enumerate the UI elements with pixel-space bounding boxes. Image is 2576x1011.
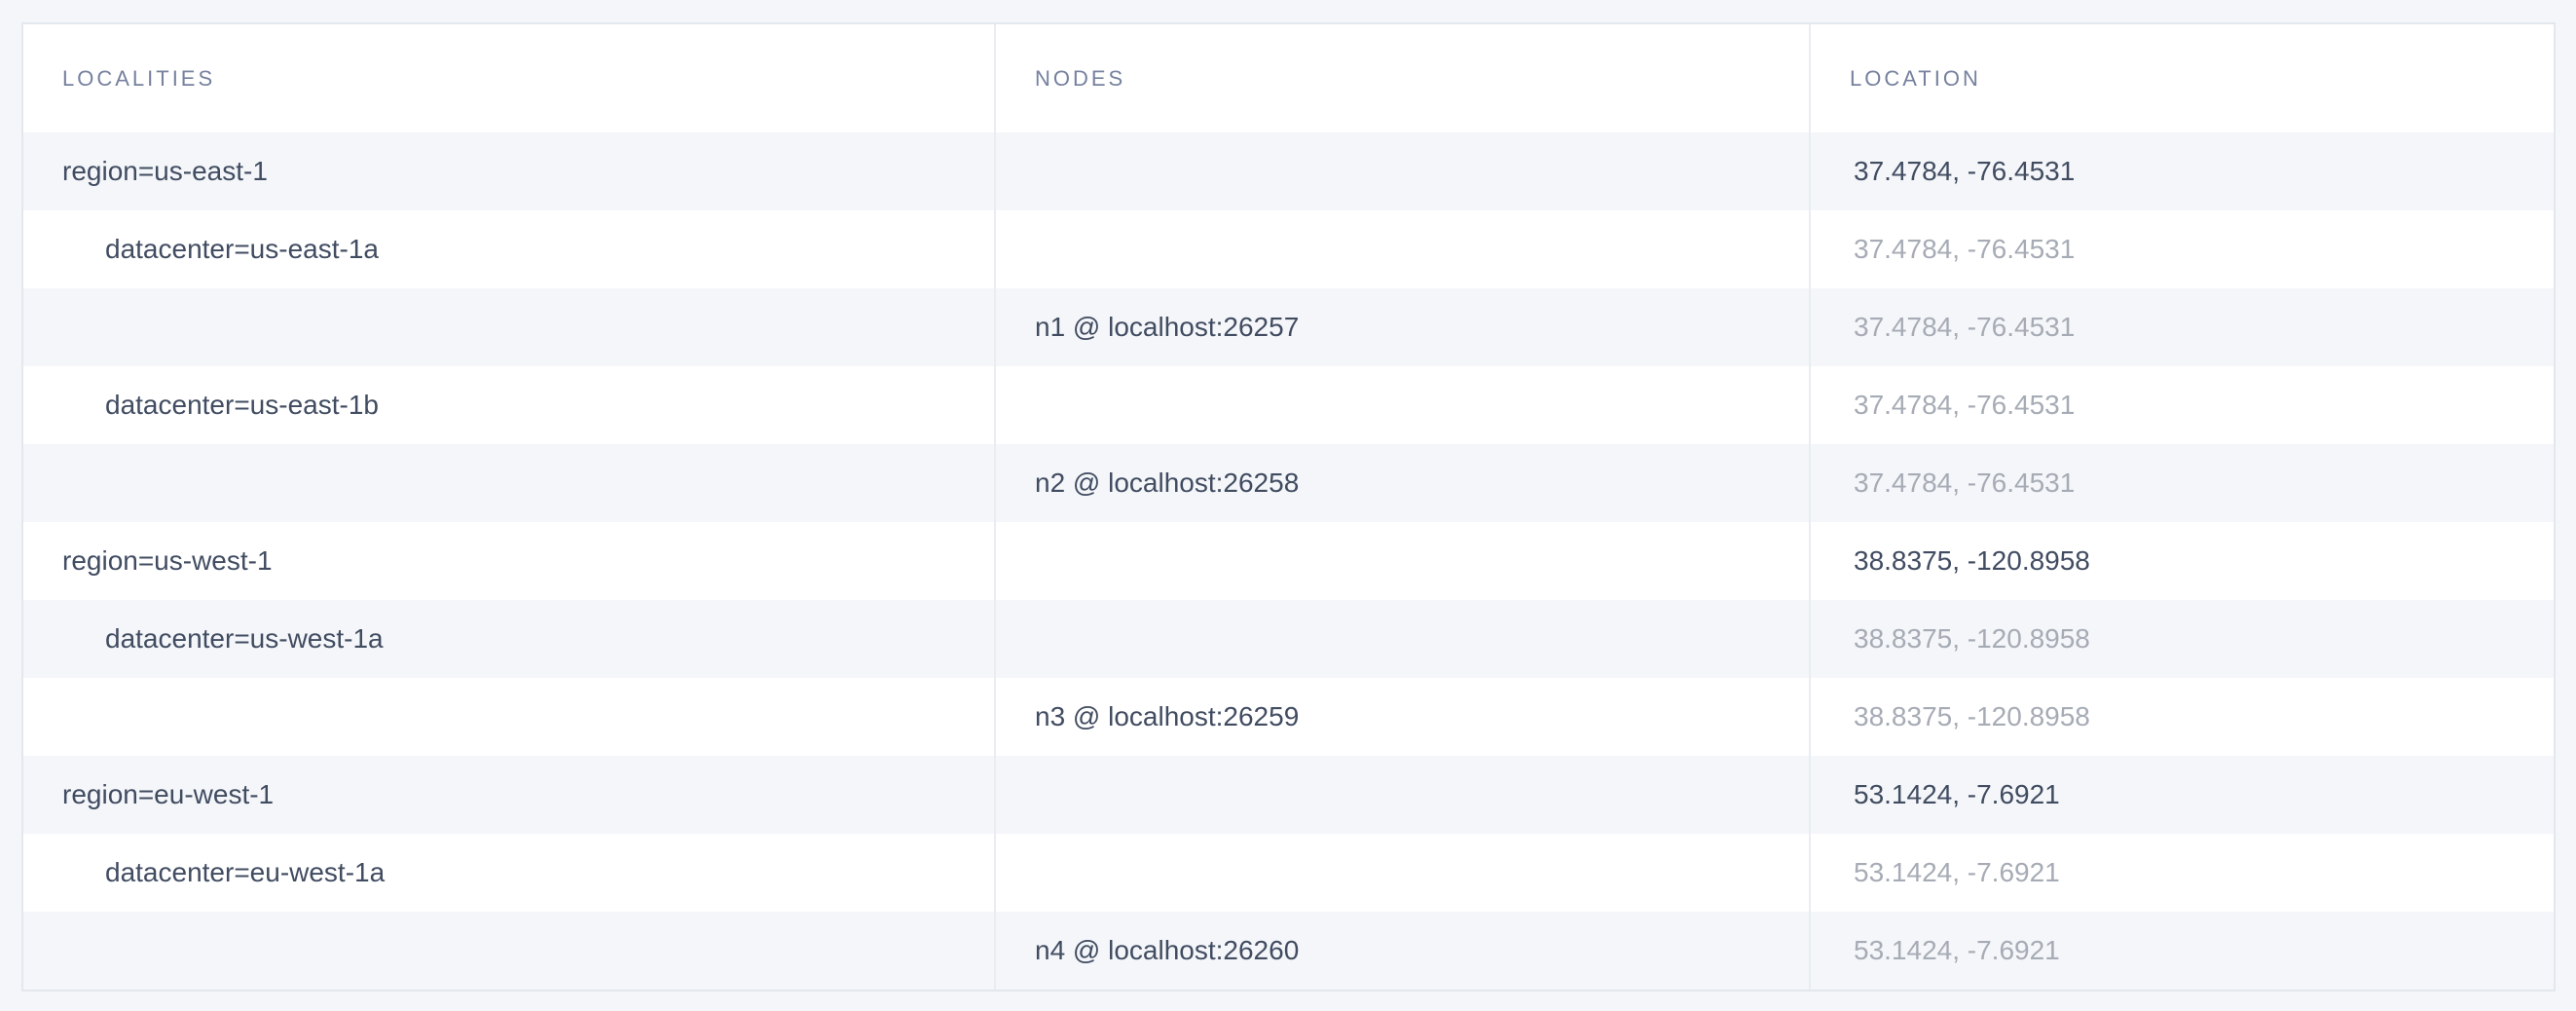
locality-cell: datacenter=us-east-1a <box>105 234 379 264</box>
node-cell <box>994 522 1809 600</box>
locality-cell: region=us-west-1 <box>62 545 273 576</box>
location-cell: 38.8375, -120.8958 <box>1809 600 2554 678</box>
table-row: datacenter=us-east-1b 37.4784, -76.4531 <box>23 366 2554 444</box>
node-cell <box>994 600 1809 678</box>
table-row: n2 @ localhost:26258 37.4784, -76.4531 <box>23 444 2554 522</box>
locality-cell <box>23 678 994 756</box>
table-row: region=us-east-1 37.4784, -76.4531 <box>23 132 2554 210</box>
locality-cell: datacenter=eu-west-1a <box>105 857 386 887</box>
node-cell: n4 @ localhost:26260 <box>994 912 1809 990</box>
column-header-localities: LOCALITIES <box>23 24 994 132</box>
locality-cell: region=us-east-1 <box>62 156 268 186</box>
locality-cell <box>23 444 994 522</box>
table-row: n4 @ localhost:26260 53.1424, -7.6921 <box>23 912 2554 990</box>
node-cell: n2 @ localhost:26258 <box>994 444 1809 522</box>
node-cell <box>994 756 1809 834</box>
locality-cell <box>23 912 994 990</box>
node-cell: n3 @ localhost:26259 <box>994 678 1809 756</box>
location-cell: 37.4784, -76.4531 <box>1809 366 2554 444</box>
location-cell: 38.8375, -120.8958 <box>1809 678 2554 756</box>
locality-cell: datacenter=us-east-1b <box>105 390 379 420</box>
location-cell: 38.8375, -120.8958 <box>1809 522 2554 600</box>
location-cell: 37.4784, -76.4531 <box>1809 210 2554 288</box>
locality-cell: region=eu-west-1 <box>62 779 275 809</box>
table-body: region=us-east-1 37.4784, -76.4531 datacen… <box>23 132 2554 990</box>
location-cell: 37.4784, -76.4531 <box>1809 444 2554 522</box>
node-cell <box>994 132 1809 210</box>
node-cell: n1 @ localhost:26257 <box>994 288 1809 366</box>
table-row: datacenter=us-west-1a 38.8375, -120.8958 <box>23 600 2554 678</box>
table-row: region=us-west-1 38.8375, -120.8958 <box>23 522 2554 600</box>
node-cell <box>994 366 1809 444</box>
localities-table: LOCALITIES NODES LOCATION region=us-east… <box>21 22 2556 992</box>
location-cell: 53.1424, -7.6921 <box>1809 912 2554 990</box>
location-cell: 37.4784, -76.4531 <box>1809 132 2554 210</box>
node-cell <box>994 210 1809 288</box>
table-row: region=eu-west-1 53.1424, -7.6921 <box>23 756 2554 834</box>
locality-cell <box>23 288 994 366</box>
location-cell: 53.1424, -7.6921 <box>1809 834 2554 912</box>
column-header-location: LOCATION <box>1809 24 2554 132</box>
table-row: datacenter=eu-west-1a 53.1424, -7.6921 <box>23 834 2554 912</box>
node-cell <box>994 834 1809 912</box>
locality-cell: datacenter=us-west-1a <box>105 623 384 654</box>
table-row: datacenter=us-east-1a 37.4784, -76.4531 <box>23 210 2554 288</box>
table-row: n1 @ localhost:26257 37.4784, -76.4531 <box>23 288 2554 366</box>
table-header-row: LOCALITIES NODES LOCATION <box>23 24 2554 132</box>
table-header: LOCALITIES NODES LOCATION <box>23 24 2554 132</box>
location-cell: 53.1424, -7.6921 <box>1809 756 2554 834</box>
table-row: n3 @ localhost:26259 38.8375, -120.8958 <box>23 678 2554 756</box>
location-cell: 37.4784, -76.4531 <box>1809 288 2554 366</box>
column-header-nodes: NODES <box>994 24 1809 132</box>
